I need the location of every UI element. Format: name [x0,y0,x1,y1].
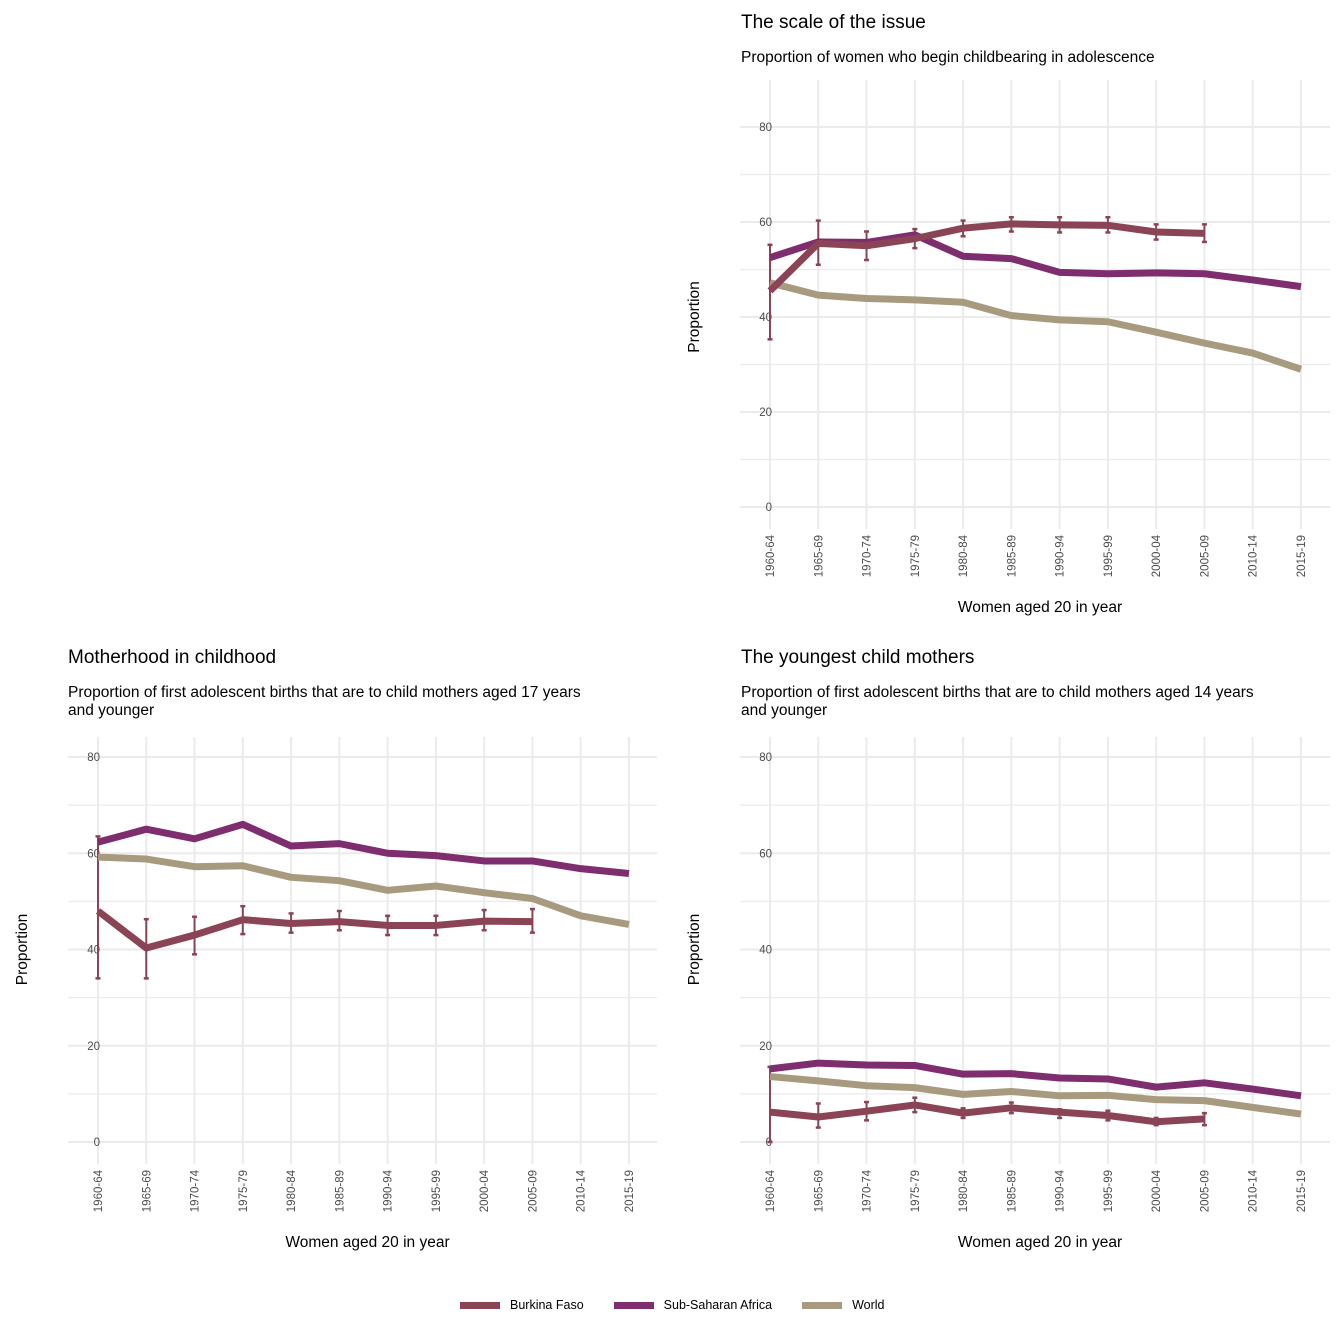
panel3-subtitle: Proportion of first adolescent births th… [741,684,1254,719]
legend-item-ssa: Sub-Saharan Africa [613,1298,773,1312]
panel1-subtitle: Proportion of women who begin childbeari… [741,49,1155,66]
x-tick-label: 1965-69 [813,1170,825,1212]
y-tick-label: 80 [87,752,100,764]
series-line-sub-saharan-africa [97,820,630,877]
x-tick-label: 1975-79 [238,1170,250,1212]
y-tick-label: 80 [759,752,772,764]
series-line-sub-saharan-africa [769,1059,1302,1100]
x-axis-title: Women aged 20 in year [958,1234,1122,1251]
y-tick-label: 40 [87,945,100,957]
x-tick-label: 1985-89 [334,1170,346,1212]
x-tick-label: 2010-14 [576,1169,588,1212]
x-tick-label: 1990-94 [1055,1169,1067,1212]
x-tick-label: 2015-19 [1296,1170,1308,1212]
x-tick-label: 2015-19 [1296,535,1308,577]
legend-label: Burkina Faso [510,1298,584,1312]
x-tick-label: 1995-99 [1103,535,1115,577]
panel2-title: Motherhood in childhood [68,647,277,668]
x-tick-label: 1965-69 [141,1170,153,1212]
x-tick-label: 2000-04 [1151,1169,1163,1212]
x-tick-label: 1970-74 [190,1169,202,1212]
x-tick-label: 1975-79 [910,1170,922,1212]
x-tick-label: 1960-64 [765,1169,777,1212]
y-tick-label: 0 [766,502,772,514]
x-axis-title: Women aged 20 in year [285,1234,449,1251]
x-tick-label: 1960-64 [93,1169,105,1212]
legend-item-world: World [802,1298,884,1312]
x-tick-label: 1980-84 [286,1169,298,1212]
y-axis-title: Proportion [686,281,703,353]
y-tick-label: 40 [759,312,772,324]
series-line-world [769,279,1303,373]
legend-item-burkina-faso: Burkina Faso [460,1298,584,1312]
x-tick-label: 2005-09 [527,1170,539,1212]
x-tick-label: 2000-04 [479,1169,491,1212]
panel1-title: The scale of the issue [741,12,926,33]
x-tick-label: 2010-14 [1248,1169,1260,1212]
y-tick-label: 60 [759,217,772,229]
series-line-burkina-faso [95,908,533,952]
x-tick-label: 1990-94 [383,1169,395,1212]
x-tick-label: 1965-69 [813,535,825,577]
x-tick-label: 1970-74 [862,1169,874,1212]
x-tick-label: 1985-89 [1006,1170,1018,1212]
x-axis-title: Women aged 20 in year [958,599,1122,616]
legend-label: Sub-Saharan Africa [663,1298,773,1312]
y-tick-label: 20 [87,1041,100,1053]
y-axis-title: Proportion [686,914,703,986]
y-tick-label: 60 [759,848,772,860]
panel2-subtitle: Proportion of first adolescent births th… [68,684,581,719]
x-tick-label: 2015-19 [624,1170,636,1212]
y-tick-label: 20 [759,407,772,419]
y-tick-label: 60 [87,848,100,860]
x-tick-label: 1980-84 [958,1169,970,1212]
x-tick-label: 2005-09 [1199,535,1211,577]
x-tick-label: 1990-94 [1055,534,1067,577]
series-line-burkina-faso [769,1101,1205,1126]
series-line-world [97,853,630,928]
x-tick-label: 1985-89 [1006,535,1018,577]
x-tick-label: 1970-74 [862,534,874,577]
legend: Burkina Faso Sub-Saharan Africa World [460,1298,914,1312]
legend-label: World [852,1298,885,1312]
x-tick-label: 1995-99 [431,1170,443,1212]
legend-swatch [802,1301,843,1309]
legend-swatch [613,1301,654,1309]
y-tick-label: 20 [759,1041,772,1053]
y-tick-label: 80 [759,122,772,134]
x-tick-label: 2005-09 [1199,1170,1211,1212]
x-tick-label: 2010-14 [1248,534,1260,577]
y-tick-label: 0 [94,1137,100,1149]
x-tick-label: 1995-99 [1103,1170,1115,1212]
x-tick-label: 1975-79 [910,535,922,577]
x-tick-label: 1980-84 [958,534,970,577]
panel3-title: The youngest child mothers [741,647,975,668]
series-line-world [769,1073,1302,1118]
x-tick-label: 2000-04 [1151,534,1163,577]
series-line-burkina-faso [767,220,1205,294]
x-tick-label: 1960-64 [765,534,777,577]
y-tick-label: 40 [759,945,772,957]
legend-swatch [460,1301,500,1309]
y-axis-title: Proportion [14,914,31,986]
